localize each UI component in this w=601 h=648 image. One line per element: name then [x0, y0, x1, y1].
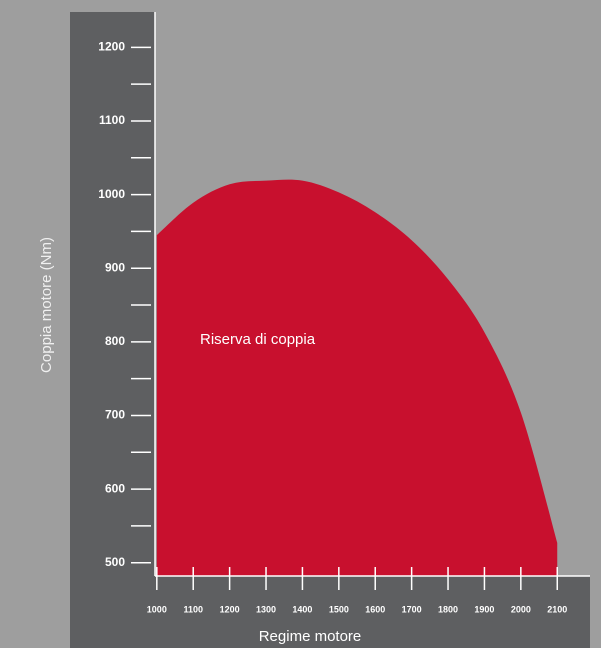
- x-tick-label: 2100: [547, 604, 567, 614]
- x-tick-label: 1500: [329, 604, 349, 614]
- y-axis-panel: [70, 12, 155, 648]
- y-tick-label: 600: [105, 481, 125, 495]
- x-tick-label: 2000: [511, 604, 531, 614]
- x-axis-title: Regime motore: [259, 628, 362, 645]
- y-tick-label: 1100: [99, 113, 125, 127]
- y-tick-label: 800: [105, 334, 125, 348]
- x-tick-label: 1200: [220, 604, 240, 614]
- x-tick-label: 1400: [292, 604, 312, 614]
- y-tick-label: 1200: [98, 40, 125, 54]
- x-tick-label: 1100: [183, 604, 203, 614]
- x-tick-label: 1300: [256, 604, 276, 614]
- y-tick-label: 1000: [98, 187, 125, 201]
- y-tick-label: 900: [105, 260, 125, 274]
- x-tick-label: 1000: [147, 604, 167, 614]
- x-tick-label: 1600: [365, 604, 385, 614]
- annotation: Riserva di coppia: [200, 331, 316, 348]
- x-tick-label: 1900: [474, 604, 494, 614]
- plot-area: [156, 179, 558, 576]
- y-tick-label: 500: [105, 555, 125, 569]
- y-tick-label: 700: [105, 408, 125, 422]
- x-tick-label: 1800: [438, 604, 458, 614]
- y-axis-title: Coppia motore (Nm): [38, 237, 55, 373]
- x-tick-label: 1700: [402, 604, 422, 614]
- area: [156, 179, 558, 576]
